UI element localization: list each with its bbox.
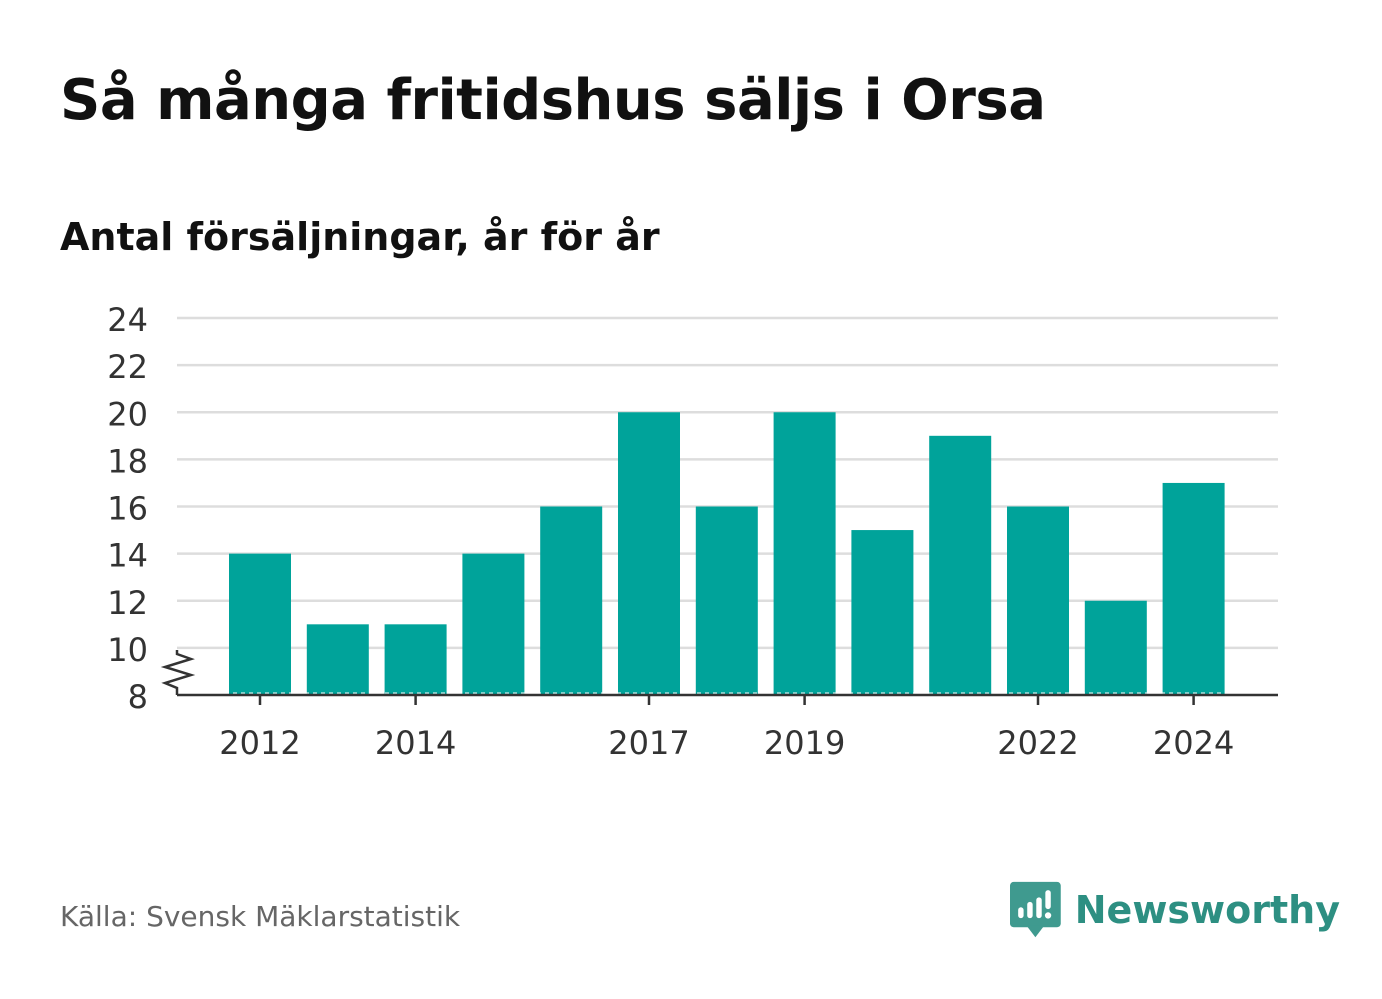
y-tick-label: 18 — [107, 442, 148, 480]
y-tick-label: 16 — [107, 490, 148, 528]
y-tick-label: 14 — [107, 537, 148, 575]
y-tick-label: 10 — [107, 631, 148, 669]
chart-title: Så många fritidshus säljs i Orsa — [60, 68, 1046, 133]
y-tick-label: 20 — [107, 395, 148, 433]
bars — [229, 412, 1225, 695]
y-tick-label: 8 — [128, 678, 148, 716]
newsworthy-logo-icon — [1010, 881, 1061, 938]
bar — [695, 506, 758, 695]
x-tick-label: 2017 — [608, 724, 689, 762]
x-tick-label: 2019 — [764, 724, 845, 762]
bar — [384, 624, 447, 695]
bar — [929, 435, 992, 695]
bar — [540, 506, 603, 695]
bar — [229, 553, 291, 695]
brand-logo: Newsworthy — [1010, 878, 1340, 942]
axes — [160, 650, 1278, 705]
x-tick-label: 2024 — [1153, 724, 1234, 762]
bar — [773, 412, 836, 695]
y-tick-label: 12 — [107, 584, 148, 622]
bar — [1007, 506, 1069, 695]
y-tick-label: 24 — [107, 301, 148, 339]
x-tick-label: 2022 — [997, 724, 1078, 762]
x-tick-label: 2014 — [375, 724, 456, 762]
bar — [462, 553, 525, 695]
bar — [618, 412, 680, 695]
axis-break-icon — [160, 650, 196, 695]
bar — [1162, 482, 1225, 695]
y-tick-label: 22 — [107, 348, 148, 386]
chart-subtitle: Antal försäljningar, år för år — [60, 215, 660, 259]
bar — [1084, 600, 1147, 695]
bar — [851, 530, 914, 695]
brand-name: Newsworthy — [1074, 888, 1340, 932]
x-tick-label: 2012 — [219, 724, 300, 762]
bar — [306, 624, 369, 695]
source-note: Källa: Svensk Mäklarstatistik — [60, 900, 461, 933]
